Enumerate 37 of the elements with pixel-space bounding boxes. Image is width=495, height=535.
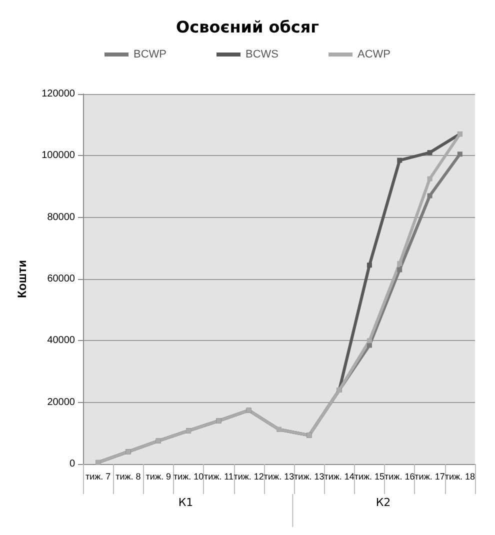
chart-title: Освоєний обсяг — [176, 18, 320, 36]
point — [397, 261, 402, 266]
y-tick-label: 80000 — [47, 212, 76, 223]
point — [427, 150, 432, 156]
x-tick-label: тиж. 7 — [85, 472, 111, 482]
point — [397, 267, 402, 272]
y-tick-label: 100000 — [42, 150, 76, 162]
point — [366, 338, 372, 344]
y-tick-label: 0 — [69, 458, 76, 470]
legend-label: BCWP — [134, 48, 166, 60]
x-tick-label: тиж. 16 — [384, 472, 415, 482]
x-tick-label: тиж. 10 — [173, 472, 204, 482]
x-tick-label: тиж. 15 — [354, 472, 385, 482]
y-axis-title: Кошти — [15, 260, 29, 298]
x-tick-label: тиж. 14 — [324, 472, 354, 482]
point — [366, 262, 372, 268]
point — [427, 193, 432, 198]
x-tick-label: тиж. 13 — [264, 472, 294, 482]
point — [366, 342, 372, 348]
x-tick-label: тиж. 11 — [204, 472, 234, 482]
text: К1 — [178, 496, 194, 509]
point — [397, 158, 402, 163]
x-tick-label: тиж. 9 — [146, 472, 171, 482]
legend-label: ACWP — [358, 48, 390, 60]
x-tick-label: тиж. 17 — [414, 472, 445, 482]
text: К2 — [376, 496, 391, 509]
y-tick-label: 60000 — [47, 274, 76, 284]
y-tick-label: 120000 — [42, 88, 76, 100]
point — [427, 176, 432, 182]
x-tick-label: тиж. 18 — [444, 472, 476, 482]
y-tick-label: 40000 — [47, 335, 76, 346]
point — [457, 152, 462, 157]
x-tick-label: тиж. 12 — [234, 472, 264, 482]
y-tick-label: 20000 — [47, 396, 76, 408]
x-tick-label: тиж. 8 — [116, 472, 141, 482]
legend-label: BCWS — [246, 48, 278, 60]
x-tick-label: тиж. 13 — [294, 472, 324, 482]
